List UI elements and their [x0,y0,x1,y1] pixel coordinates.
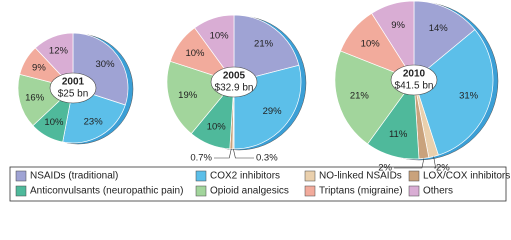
legend-swatch [304,170,316,182]
legend-swatch [408,170,420,182]
data-label: 11% [389,129,408,140]
pie-title: 2005 [223,71,246,82]
data-label: 10% [44,117,64,128]
pie-slice [413,0,476,81]
data-label: 10% [361,38,381,49]
data-label: 9% [32,62,46,73]
leader-line [214,148,232,159]
data-label: 0.3% [256,153,278,164]
legend-swatch [195,170,207,182]
legend-swatch [15,170,27,182]
pie-center [49,72,97,104]
leader-line [394,158,425,169]
legend-label: NSAIDs (traditional) [30,171,118,182]
data-label: 23% [84,117,104,128]
pie-title: 2010 [403,69,426,80]
leader-line [233,148,254,159]
pie-subtitle: $41.5 bn [395,81,434,92]
legend-label: LOX/COX inhibitors [423,171,510,182]
legend-label: Triptans (migraine) [319,186,403,197]
data-label: 30% [96,59,116,70]
data-label: 21% [254,38,274,49]
legend-label: Opioid analgesics [210,186,289,197]
pie-title: 2001 [62,77,85,88]
data-label: 12% [49,46,69,57]
chart: 30%23%10%16%9%12%2001$25 bn21%29%0.3%0.7… [9,0,510,202]
legend-label: NO-linked NSAIDs [319,171,402,182]
data-label: 2% [378,163,392,174]
pie-slice [413,29,494,156]
data-label: 10% [185,48,205,59]
legend-swatch [195,185,207,197]
legend-swatch [304,185,316,197]
page: {"chart_data": [ {"type": "pie", "title"… [9,0,511,202]
legend-label: Anticonvulsants (neuropathic pain) [30,186,183,197]
data-label: 2% [436,163,450,174]
data-label: 31% [459,90,479,101]
leader-line [433,156,437,169]
pie-slice [371,0,415,82]
pie-subtitle: $32.9 bn [215,83,254,94]
data-label: 19% [178,90,198,101]
data-label: 10% [210,31,230,42]
legend-box [9,166,507,202]
data-label: 21% [350,90,370,101]
pie-slice [233,14,300,83]
legend-swatch [15,185,27,197]
legend-label: COX2 inhibitors [210,171,280,182]
data-label: 29% [263,106,283,117]
pie-center [390,64,438,96]
data-label: 16% [25,92,45,103]
data-label: 0.7% [190,153,212,164]
legend-swatch [408,185,420,197]
pie-center [210,66,258,98]
data-label: 14% [429,23,449,34]
data-label: 10% [207,121,227,132]
legend-label: Others [423,186,453,197]
pie-slice [194,14,235,84]
data-label: 9% [391,20,405,31]
pie-subtitle: $25 bn [58,89,89,100]
